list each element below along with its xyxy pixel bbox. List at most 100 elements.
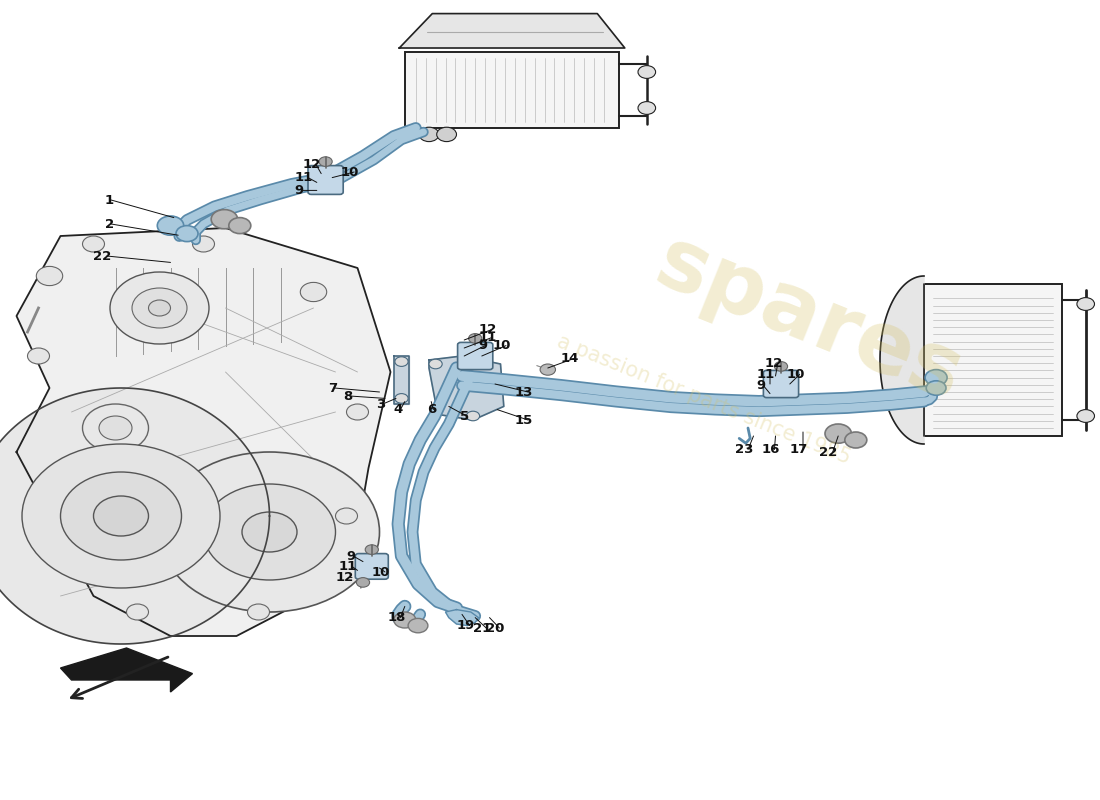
Circle shape — [419, 127, 439, 142]
Circle shape — [429, 359, 442, 369]
Circle shape — [336, 508, 358, 524]
Circle shape — [211, 210, 238, 229]
Circle shape — [638, 66, 656, 78]
Text: 22: 22 — [94, 250, 112, 262]
Circle shape — [395, 394, 408, 403]
Circle shape — [110, 272, 209, 344]
Text: 12: 12 — [302, 158, 321, 170]
Circle shape — [1077, 298, 1094, 310]
Polygon shape — [0, 388, 270, 644]
Circle shape — [346, 404, 368, 420]
Text: 9: 9 — [478, 339, 487, 352]
Text: 16: 16 — [761, 443, 780, 456]
Circle shape — [300, 282, 327, 302]
FancyBboxPatch shape — [924, 284, 1062, 436]
Text: 17: 17 — [790, 443, 808, 456]
Text: 20: 20 — [486, 622, 505, 634]
Polygon shape — [429, 356, 504, 420]
FancyBboxPatch shape — [405, 52, 619, 128]
Circle shape — [394, 612, 416, 628]
Circle shape — [229, 218, 251, 234]
Circle shape — [926, 381, 946, 395]
Text: 11: 11 — [757, 368, 776, 381]
Circle shape — [395, 357, 408, 366]
Circle shape — [437, 127, 456, 142]
Circle shape — [408, 618, 428, 633]
Circle shape — [319, 157, 332, 166]
Circle shape — [248, 604, 270, 620]
Circle shape — [469, 334, 482, 343]
Circle shape — [148, 300, 170, 316]
Circle shape — [825, 424, 851, 443]
Circle shape — [157, 216, 184, 235]
Circle shape — [28, 348, 50, 364]
Circle shape — [39, 508, 60, 524]
Circle shape — [160, 452, 380, 612]
Text: 8: 8 — [343, 390, 352, 402]
Circle shape — [365, 545, 378, 554]
Circle shape — [356, 578, 370, 587]
Text: 10: 10 — [372, 566, 390, 578]
Text: 5: 5 — [460, 410, 469, 422]
Text: 7: 7 — [328, 382, 337, 394]
Text: 12: 12 — [478, 323, 497, 336]
Circle shape — [845, 432, 867, 448]
Polygon shape — [880, 276, 924, 444]
Circle shape — [242, 512, 297, 552]
Text: 4: 4 — [394, 403, 403, 416]
FancyBboxPatch shape — [308, 166, 343, 194]
Text: 11: 11 — [478, 331, 497, 344]
Text: 10: 10 — [341, 166, 360, 178]
Text: 11: 11 — [295, 171, 313, 184]
Circle shape — [82, 404, 148, 452]
Text: 9: 9 — [757, 379, 766, 392]
Text: 10: 10 — [493, 339, 512, 352]
Text: 10: 10 — [786, 368, 805, 381]
Text: 23: 23 — [735, 443, 754, 456]
Text: a passion for parts since 1985: a passion for parts since 1985 — [554, 332, 854, 468]
Circle shape — [466, 411, 480, 421]
Text: 1: 1 — [104, 194, 113, 206]
Circle shape — [176, 226, 198, 242]
Circle shape — [925, 370, 947, 386]
Text: 9: 9 — [346, 550, 355, 562]
Text: 14: 14 — [561, 352, 580, 365]
Circle shape — [99, 416, 132, 440]
Circle shape — [192, 236, 215, 252]
Text: 12: 12 — [336, 571, 354, 584]
Circle shape — [126, 604, 148, 620]
Circle shape — [60, 472, 182, 560]
Polygon shape — [16, 228, 390, 636]
Circle shape — [774, 362, 788, 371]
Circle shape — [540, 364, 556, 375]
Polygon shape — [60, 648, 192, 692]
Text: 19: 19 — [456, 619, 475, 632]
Text: 15: 15 — [515, 414, 534, 426]
FancyBboxPatch shape — [458, 342, 493, 370]
Text: 2: 2 — [104, 218, 113, 230]
Text: 13: 13 — [515, 386, 534, 398]
Circle shape — [204, 484, 336, 580]
Text: 9: 9 — [295, 184, 304, 197]
Polygon shape — [399, 14, 625, 48]
Circle shape — [1077, 410, 1094, 422]
Circle shape — [22, 444, 220, 588]
Text: 12: 12 — [764, 358, 783, 370]
Text: 6: 6 — [427, 403, 436, 416]
Text: 18: 18 — [387, 611, 406, 624]
Circle shape — [36, 266, 63, 286]
FancyBboxPatch shape — [355, 554, 388, 579]
Polygon shape — [394, 356, 409, 404]
Text: 22: 22 — [820, 446, 838, 458]
Circle shape — [638, 102, 656, 114]
Text: spares: spares — [644, 221, 974, 419]
Circle shape — [82, 236, 104, 252]
Text: 21: 21 — [473, 622, 492, 634]
Polygon shape — [446, 610, 478, 626]
FancyBboxPatch shape — [763, 370, 799, 398]
Text: 11: 11 — [339, 560, 358, 573]
Circle shape — [94, 496, 148, 536]
Text: 3: 3 — [376, 398, 385, 410]
Polygon shape — [358, 562, 387, 576]
Circle shape — [132, 288, 187, 328]
